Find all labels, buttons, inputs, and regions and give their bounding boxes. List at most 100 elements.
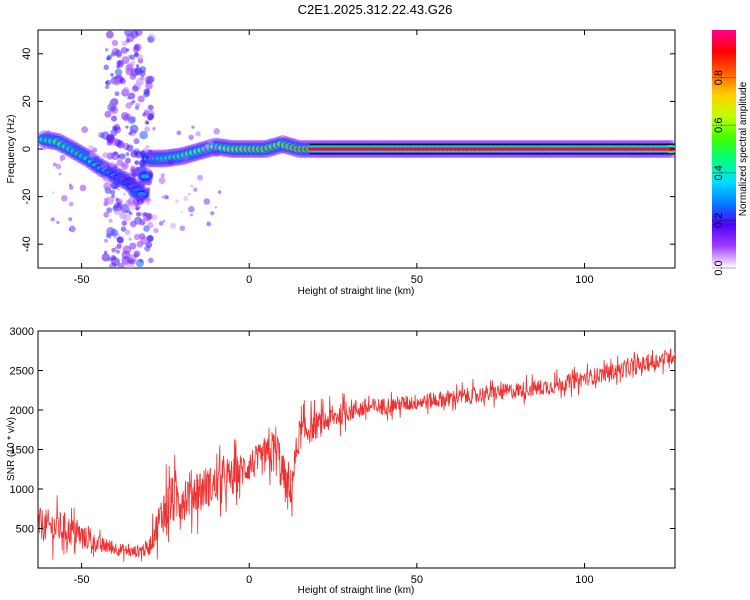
spectrogram-cell: [145, 144, 150, 150]
spectrogram-cell: [182, 155, 189, 162]
spectrogram-cell: [139, 130, 148, 140]
spectrogram-cell: [56, 220, 60, 225]
spectrogram-cell: [190, 184, 194, 188]
x-tick-label: -50: [74, 574, 90, 586]
spectrogram-cell: [91, 147, 95, 151]
spectrogram-cell: [110, 105, 119, 115]
spectrogram-cell: [213, 150, 220, 158]
spectrogram-cell: [116, 249, 120, 254]
spectrogram-cell: [151, 127, 155, 131]
spectrogram-cell: [120, 47, 128, 54]
y-tick-label: 0: [21, 146, 33, 152]
spectrogram-cell: [123, 164, 127, 169]
spectrogram-cell: [132, 85, 139, 92]
spectrogram-cell: [167, 159, 174, 166]
x-tick-label: 50: [411, 274, 423, 286]
spectrogram-cell: [108, 257, 113, 262]
colorbar-label: Normalized spectral amplitude: [738, 81, 749, 216]
spectrogram-cell: [141, 221, 145, 225]
spectrogram-cell: [135, 258, 145, 268]
spectrogram-cell: [47, 129, 50, 133]
spectrogram-cell: [79, 184, 87, 192]
colorbar-tick-label: 0.8: [713, 70, 725, 85]
spectrogram-cell: [58, 172, 62, 176]
spectrogram-cell: [213, 128, 220, 135]
spectrogram-cell: [103, 177, 110, 184]
spectrogram-cell: [147, 149, 153, 155]
y-tick-label: -40: [21, 236, 33, 252]
spectrogram-cell: [133, 138, 140, 145]
x-tick-label: 0: [246, 574, 252, 586]
spectrogram-cell: [129, 54, 136, 61]
spectrogram-cell: [108, 161, 115, 168]
spectrogram-cell: [103, 64, 110, 70]
spectrogram-cell: [144, 120, 149, 125]
spectrogram-cell: [128, 92, 136, 100]
spectrogram-cell: [135, 64, 140, 68]
spectrogram-cell: [59, 154, 66, 161]
spectrogram-cell: [104, 238, 109, 243]
spectrogram-cell: [111, 194, 115, 199]
spectrogram-cell: [128, 237, 132, 241]
spectrogram-cell: [191, 125, 195, 129]
spectrogram-cell: [121, 220, 127, 226]
spectrogram-cell: [125, 207, 131, 212]
x-tick-label: 100: [575, 574, 593, 586]
spectrogram-cell: [207, 138, 213, 145]
spectrogram-cell: [103, 211, 110, 218]
spectrogram-panel: -50 0 50 100 -40 -20 0 20 40 Height of straight…: [6, 29, 676, 297]
spectrogram-cell: [147, 36, 154, 43]
spectrogram-cell: [117, 262, 125, 268]
spectrogram-cell: [125, 64, 133, 72]
spectrogram-cell: [111, 39, 119, 47]
spectrogram-cell: [105, 196, 115, 205]
spectrogram-cell: [137, 95, 145, 103]
x-tick-label: 0: [246, 274, 252, 286]
spectrogram-cell: [175, 199, 179, 204]
spectrogram-cell: [125, 152, 130, 156]
colorbar-tick-label: 0.6: [713, 118, 725, 133]
spectrogram-cell: [147, 187, 151, 191]
spectrogram-cell: [132, 45, 140, 53]
spectrogram-cell: [113, 208, 121, 216]
spectrogram-cell: [162, 219, 166, 223]
spectrogram-cell: [103, 182, 112, 191]
spectrogram-cell: [158, 177, 166, 185]
spectrogram-cell: [122, 245, 132, 254]
spectrogram-cell: [161, 195, 164, 199]
spectrogram-cell: [105, 30, 114, 39]
spectrogram-cell: [104, 81, 109, 85]
spectrogram-cell: [138, 159, 146, 167]
spectrogram-cell: [111, 247, 116, 253]
spectrogram-cell: [202, 146, 209, 153]
y-tick-label: 2000: [10, 405, 34, 417]
spectrogram-y-ticks: -40 -20 0 20 40: [21, 48, 675, 252]
spectrogram-cell: [130, 60, 136, 66]
spectrogram-cell: [142, 154, 146, 159]
spectrogram-cell: [69, 225, 76, 233]
spectrogram-cell: [188, 134, 194, 141]
spectrogram-cell: [142, 112, 147, 117]
spectrogram-x-ticks: -50 0 50 100: [74, 30, 594, 286]
y-tick-label: 40: [21, 48, 33, 60]
spectrogram-cell: [110, 228, 119, 237]
spectrogram-cell: [179, 225, 186, 232]
spectrogram-cell: [104, 110, 112, 118]
spectrogram-cell: [58, 141, 62, 145]
spectrogram-cell: [81, 126, 89, 133]
spectrogram-cell: [147, 104, 154, 111]
y-tick-label: 2500: [10, 366, 34, 378]
spectrogram-cell: [112, 125, 118, 131]
spectrogram-cell: [116, 159, 124, 167]
y-tick-label: 1500: [10, 445, 34, 457]
spectrogram-cell: [117, 188, 120, 191]
spectrogram-cell: [129, 124, 139, 134]
spectrogram-cell: [188, 193, 191, 196]
spectrogram-cell: [129, 203, 137, 210]
spectrogram-cell: [52, 191, 55, 194]
spectrogram-cell: [129, 176, 136, 183]
spectrogram-cell: [125, 125, 129, 129]
snr-x-label: Height of straight line (km): [298, 585, 415, 596]
spectrogram-cell: [129, 220, 137, 228]
spectrogram-cell: [144, 75, 154, 85]
